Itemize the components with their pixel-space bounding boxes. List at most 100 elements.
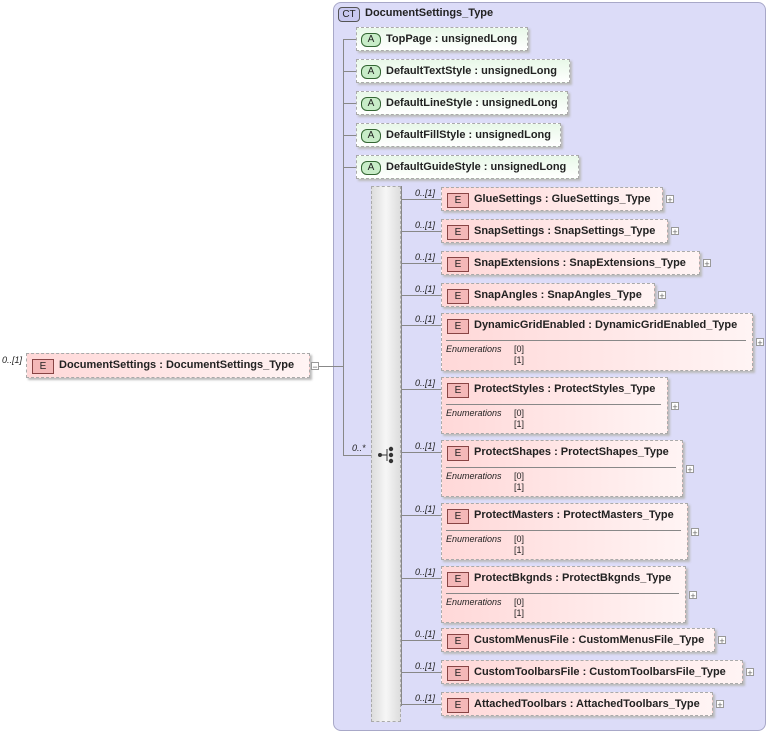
element-label: GlueSettings : GlueSettings_Type [474,193,651,205]
connector [401,672,441,673]
enum-value: [1] [514,482,525,492]
element-node[interactable]: E ProtectShapes : ProtectShapes_Type Enu… [441,440,683,497]
connector [401,389,441,390]
element-label: ProtectBkgnds : ProtectBkgnds_Type [474,572,672,584]
connector [343,135,357,136]
connector [401,263,441,264]
element-node[interactable]: E CustomMenusFile : CustomMenusFile_Type [441,628,715,652]
element-node[interactable]: E SnapSettings : SnapSettings_Type [441,219,668,243]
element-badge: E [447,289,469,304]
element-badge: E [447,446,469,461]
enumeration-values: [0] [1] [514,597,524,619]
separator [446,467,676,468]
element-label: SnapExtensions : SnapExtensions_Type [474,257,686,269]
attribute-label: DefaultTextStyle : unsignedLong [386,65,557,77]
enumerations-label: Enumerations [446,344,502,354]
element-badge: E [447,319,469,334]
element-node[interactable]: E SnapAngles : SnapAngles_Type [441,283,655,307]
element-label: SnapSettings : SnapSettings_Type [474,225,656,237]
element-badge: E [447,666,469,681]
attribute-node[interactable]: A DefaultGuideStyle : unsignedLong [356,155,579,179]
connector [401,186,402,706]
connector [401,295,441,296]
expand-toggle[interactable]: + [671,401,679,412]
expand-toggle[interactable]: + [691,527,699,538]
attribute-node[interactable]: A DefaultTextStyle : unsignedLong [356,59,570,83]
expand-toggle[interactable]: + [703,259,711,269]
expand-toggle[interactable]: + [689,590,697,601]
enumerations-label: Enumerations [446,471,502,481]
attribute-badge: A [361,129,381,143]
connector [401,199,441,200]
expand-toggle[interactable]: + [671,227,679,237]
element-badge: E [447,634,469,649]
enumerations-label: Enumerations [446,597,502,607]
connector [401,704,441,705]
attribute-label: TopPage : unsignedLong [386,33,518,45]
element-label: AttachedToolbars : AttachedToolbars_Type [474,698,700,710]
attribute-badge: A [361,65,381,79]
attribute-node[interactable]: A TopPage : unsignedLong [356,27,528,51]
connector [401,452,441,453]
element-occurrence: 0..[1] [415,693,436,703]
connector [401,231,441,232]
separator [446,593,679,594]
connector [401,578,441,579]
element-node[interactable]: E ProtectBkgnds : ProtectBkgnds_Type Enu… [441,566,686,623]
expand-toggle[interactable]: + [746,668,754,678]
enum-value: [0] [514,597,525,607]
expand-toggle[interactable]: + [716,700,724,710]
separator [446,530,681,531]
sequence-icon [378,446,394,464]
connector [401,325,441,326]
element-occurrence: 0..[1] [415,378,436,388]
attribute-badge: A [361,33,381,47]
sequence-occurrence: 0..* [352,443,366,453]
element-label: ProtectMasters : ProtectMasters_Type [474,509,674,521]
element-badge: E [447,257,469,272]
enumeration-values: [0] [1] [514,471,524,493]
element-label: CustomMenusFile : CustomMenusFile_Type [474,634,705,646]
attribute-badge: A [361,161,381,175]
enum-value: [1] [514,608,525,618]
enum-value: [0] [514,471,525,481]
element-badge: E [447,383,469,398]
element-occurrence: 0..[1] [415,284,436,294]
enumeration-values: [0] [1] [514,344,524,366]
complex-type-title: DocumentSettings_Type [365,7,494,19]
root-element[interactable]: E DocumentSettings : DocumentSettings_Ty… [26,353,310,378]
connector [343,167,357,168]
element-node[interactable]: E AttachedToolbars : AttachedToolbars_Ty… [441,692,713,716]
collapse-toggle[interactable]: − [311,362,319,372]
expand-toggle[interactable]: + [756,338,764,348]
element-node[interactable]: E ProtectStyles : ProtectStyles_Type Enu… [441,377,668,434]
element-node[interactable]: E CustomToolbarsFile : CustomToolbarsFil… [441,660,743,684]
attribute-label: DefaultFillStyle : unsignedLong [386,129,551,141]
element-occurrence: 0..[1] [415,252,436,262]
connector [343,71,357,72]
element-label: ProtectShapes : ProtectShapes_Type [474,446,669,458]
element-occurrence: 0..[1] [415,629,436,639]
connector [401,515,441,516]
element-node[interactable]: E SnapExtensions : SnapExtensions_Type [441,251,700,275]
attribute-node[interactable]: A DefaultFillStyle : unsignedLong [356,123,561,147]
expand-toggle[interactable]: + [686,464,694,475]
element-occurrence: 0..[1] [415,567,436,577]
enumeration-values: [0] [1] [514,408,524,430]
expand-toggle[interactable]: + [666,195,674,205]
attribute-label: DefaultGuideStyle : unsignedLong [386,161,567,173]
expand-toggle[interactable]: + [658,291,666,301]
enumerations-label: Enumerations [446,534,502,544]
element-badge: E [447,193,469,208]
element-node[interactable]: E GlueSettings : GlueSettings_Type [441,187,663,211]
attribute-node[interactable]: A DefaultLineStyle : unsignedLong [356,91,568,115]
enum-value: [1] [514,545,525,555]
element-occurrence: 0..[1] [415,441,436,451]
sequence-compositor[interactable] [371,186,401,722]
connector [319,366,343,367]
enumerations-label: Enumerations [446,408,502,418]
element-node[interactable]: E DynamicGridEnabled : DynamicGridEnable… [441,313,753,371]
expand-toggle[interactable]: + [718,636,726,646]
element-node[interactable]: E ProtectMasters : ProtectMasters_Type E… [441,503,688,560]
connector [343,39,357,40]
